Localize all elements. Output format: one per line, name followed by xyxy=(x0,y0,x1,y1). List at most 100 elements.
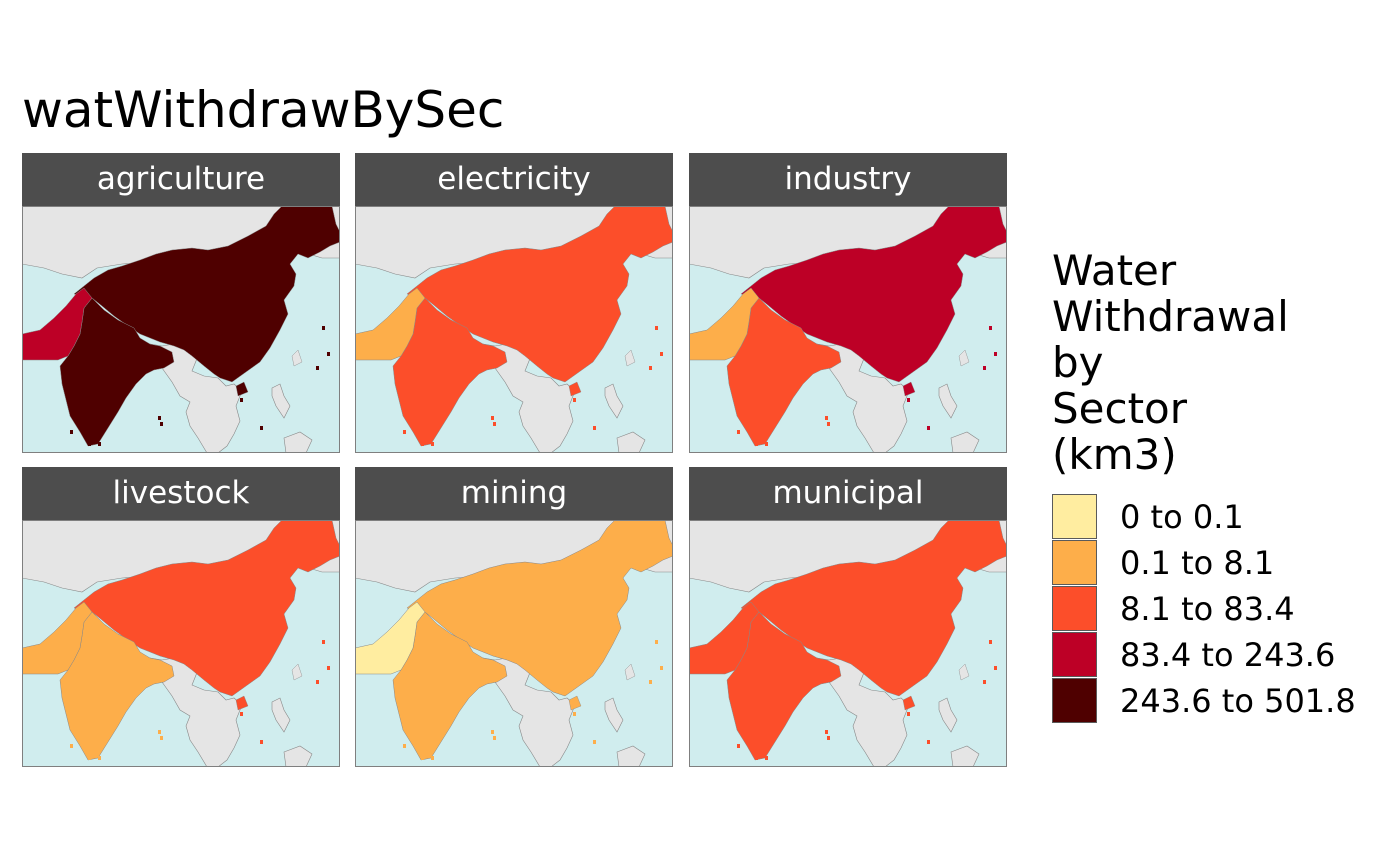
panel-industry: industry xyxy=(689,153,1007,453)
neighbor-land-borneo xyxy=(283,431,313,453)
map-title: watWithdrawBySec xyxy=(22,81,505,139)
legend-title-line: Water xyxy=(1052,246,1177,295)
region-pakistan xyxy=(689,287,760,361)
region-china xyxy=(740,206,1007,383)
island-marker xyxy=(994,666,997,670)
island-marker xyxy=(737,430,740,434)
region-hainan xyxy=(902,695,916,711)
island-marker xyxy=(660,666,663,670)
island-marker xyxy=(755,442,758,446)
neighbor-land-philippines xyxy=(938,697,958,733)
island-marker xyxy=(983,366,986,370)
island-marker xyxy=(160,422,163,426)
neighbor-land-philippines xyxy=(604,383,624,419)
panel-label: industry xyxy=(689,153,1007,206)
legend-item: 8.1 to 83.4 xyxy=(1052,586,1392,632)
legend-title-line: (km3) xyxy=(1052,430,1177,479)
panel-frame xyxy=(355,520,673,767)
island-marker xyxy=(765,756,768,760)
legend-label: 0.1 to 8.1 xyxy=(1120,544,1275,582)
island-marker xyxy=(316,366,319,370)
neighbor-land-borneo xyxy=(616,745,646,767)
island-marker xyxy=(825,730,828,734)
island-marker xyxy=(431,442,434,446)
island-marker xyxy=(825,416,828,420)
island-marker xyxy=(989,640,992,644)
island-marker xyxy=(994,352,997,356)
region-india xyxy=(59,297,175,447)
region-taiwan xyxy=(291,663,303,681)
region-india xyxy=(59,611,175,761)
legend-title-line: Withdrawal xyxy=(1052,292,1289,341)
island-marker xyxy=(927,740,930,744)
island-marker xyxy=(491,730,494,734)
region-china xyxy=(73,520,340,697)
legend-item: 243.6 to 501.8 xyxy=(1052,678,1392,724)
island-marker xyxy=(160,736,163,740)
island-marker xyxy=(660,352,663,356)
island-marker xyxy=(827,736,830,740)
region-hainan xyxy=(568,695,582,711)
island-marker xyxy=(240,712,243,716)
panel-frame xyxy=(355,206,673,453)
island-marker xyxy=(98,442,101,446)
region-india xyxy=(726,611,842,761)
island-marker xyxy=(88,442,91,446)
panel-frame xyxy=(689,520,1007,767)
panel-label: electricity xyxy=(355,153,673,206)
legend-swatch xyxy=(1052,540,1097,585)
island-marker xyxy=(983,680,986,684)
island-marker xyxy=(431,756,434,760)
island-marker xyxy=(927,426,930,430)
map-agriculture xyxy=(22,206,340,453)
panel-label: livestock xyxy=(22,467,340,520)
island-marker xyxy=(649,366,652,370)
panel-municipal: municipal xyxy=(689,467,1007,767)
island-marker xyxy=(322,640,325,644)
region-taiwan xyxy=(624,349,636,367)
region-pakistan xyxy=(22,287,93,361)
neighbor-land-borneo xyxy=(616,431,646,453)
island-marker xyxy=(493,422,496,426)
map-industry xyxy=(689,206,1007,453)
region-pakistan xyxy=(22,601,93,675)
island-marker xyxy=(573,712,576,716)
panel-label: agriculture xyxy=(22,153,340,206)
region-taiwan xyxy=(958,663,970,681)
panel-frame xyxy=(689,206,1007,453)
panel-electricity: electricity xyxy=(355,153,673,453)
island-marker xyxy=(491,416,494,420)
island-marker xyxy=(421,756,424,760)
region-taiwan xyxy=(624,663,636,681)
island-marker xyxy=(827,422,830,426)
legend-swatch xyxy=(1052,632,1097,677)
island-marker xyxy=(907,712,910,716)
panel-agriculture: agriculture xyxy=(22,153,340,453)
island-marker xyxy=(260,740,263,744)
island-marker xyxy=(573,398,576,402)
map-municipal xyxy=(689,520,1007,767)
island-marker xyxy=(593,740,596,744)
legend-label: 243.6 to 501.8 xyxy=(1120,682,1356,720)
region-pakistan xyxy=(355,287,426,361)
island-marker xyxy=(327,666,330,670)
island-marker xyxy=(421,442,424,446)
legend-label: 0 to 0.1 xyxy=(1120,498,1244,536)
panel-label: municipal xyxy=(689,467,1007,520)
island-marker xyxy=(70,430,73,434)
legend-label: 83.4 to 243.6 xyxy=(1120,636,1336,674)
region-pakistan xyxy=(689,601,760,675)
island-marker xyxy=(493,736,496,740)
legend-swatch xyxy=(1052,678,1097,723)
legend-item: 83.4 to 243.6 xyxy=(1052,632,1392,678)
island-marker xyxy=(158,730,161,734)
island-marker xyxy=(70,744,73,748)
region-china xyxy=(406,206,673,383)
island-marker xyxy=(240,398,243,402)
island-marker xyxy=(989,326,992,330)
island-marker xyxy=(403,744,406,748)
neighbor-land-philippines xyxy=(604,697,624,733)
region-india xyxy=(726,297,842,447)
island-marker xyxy=(327,352,330,356)
island-marker xyxy=(755,756,758,760)
